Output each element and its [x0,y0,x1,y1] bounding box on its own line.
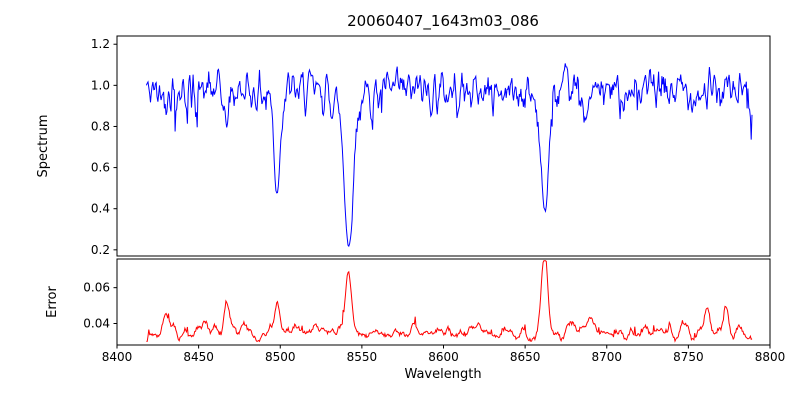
x-tick-label: 8550 [347,350,378,364]
chart-title: 20060407_1643m03_086 [347,12,539,31]
x-tick-label: 8400 [102,350,133,364]
spectrum-y-tick-label: 0.4 [91,202,110,216]
spectrum-y-tick-label: 0.6 [91,161,110,175]
x-axis-label: Wavelength [404,367,481,382]
x-tick-label: 8700 [591,350,622,364]
error-y-axis-label: Error [45,286,60,318]
spectrum-y-axis-label: Spectrum [36,115,51,178]
error-y-tick-label: 0.04 [83,317,110,331]
data-layer [145,63,753,343]
spectrum-y-tick-label: 1.0 [91,78,110,92]
spectrum-y-tick-label: 0.8 [91,119,110,133]
spectrum-y-tick-label: 1.2 [91,37,110,51]
x-tick-label: 8650 [510,350,541,364]
error-line [146,260,753,343]
x-tick-label: 8600 [428,350,459,364]
x-tick-label: 8800 [755,350,786,364]
spectrum-y-tick-label: 0.2 [91,243,110,257]
x-tick-label: 8450 [183,350,214,364]
x-tick-label: 8750 [673,350,704,364]
spectrum-line [145,63,753,248]
x-tick-label: 8500 [265,350,296,364]
spectrum-axes-box [116,35,771,257]
error-y-tick-label: 0.06 [83,281,110,295]
axes-layer: 0.2 0.4 0.6 0.8 1.0 1.2 0.04 0.06 8400 8450 8500 85… [83,35,786,364]
